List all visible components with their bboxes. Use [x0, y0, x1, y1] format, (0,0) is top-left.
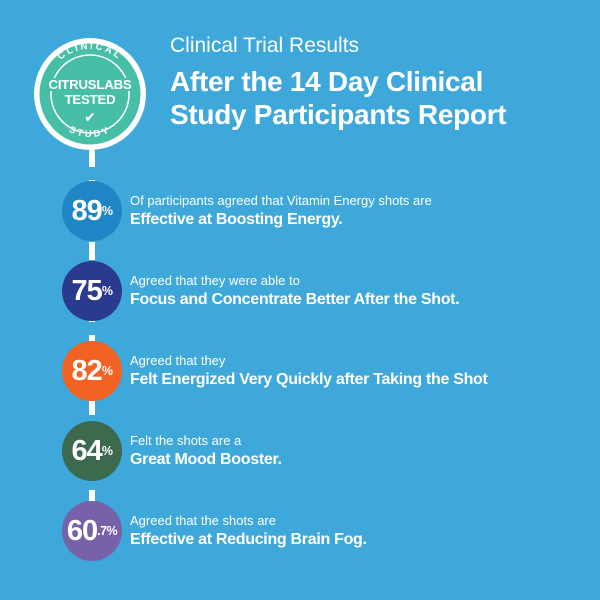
stat-row-brain-fog: 60.7% Agreed that the shots are Effectiv…: [62, 501, 367, 561]
checkmark-icon: ✔: [84, 110, 96, 126]
stat-unit: %: [101, 204, 113, 218]
stat-line2: Effective at Reducing Brain Fog.: [130, 531, 367, 548]
stat-unit: %: [101, 284, 113, 298]
eyebrow-title: Clinical Trial Results: [170, 34, 360, 57]
stat-circle: 82%: [62, 341, 122, 401]
badge-text-mask: [47, 78, 133, 91]
stat-row-energized-quickly: 82% Agreed that they Felt Energized Very…: [62, 341, 488, 401]
stat-line2: Great Mood Booster.: [130, 451, 282, 468]
stat-circle: 60.7%: [62, 501, 122, 561]
badge-inner-circle: [50, 54, 130, 134]
badge-disc: [39, 43, 141, 145]
stat-line2: Effective at Boosting Energy.: [130, 211, 343, 228]
stat-text: Agreed that the shots are Effective at R…: [130, 512, 367, 550]
stat-circle: 64%: [62, 421, 122, 481]
main-title: After the 14 Day Clinical Study Particip…: [170, 65, 507, 131]
stat-line1: Agreed that they were able to: [130, 273, 300, 288]
stat-line1: Agreed that they: [130, 353, 226, 368]
stat-value: 75: [71, 274, 103, 307]
badge-arc-bottom-label: STUDY: [67, 124, 112, 140]
badge-seal-icon: CLINICAL STUDY CITRUSLABS TESTED ✔: [34, 38, 146, 150]
title-block: Clinical Trial Results After the 14 Day …: [170, 33, 507, 131]
stat-circle: 75%: [62, 261, 122, 321]
stat-text: Agreed that they Felt Energized Very Qui…: [130, 352, 488, 390]
stat-value: 60: [66, 514, 98, 547]
stat-line1: Of participants agreed that Vitamin Ener…: [130, 193, 432, 208]
stat-line1: Agreed that the shots are: [130, 513, 276, 528]
stat-value: 64: [71, 434, 103, 467]
main-title-line2: Study Participants Report: [170, 99, 507, 130]
stat-value: 89: [71, 194, 103, 227]
stat-value: 82: [71, 354, 103, 387]
stat-circle: 89%: [62, 181, 122, 241]
stat-text: Felt the shots are a Great Mood Booster.: [130, 432, 282, 470]
stat-line2: Focus and Concentrate Better After the S…: [130, 291, 460, 308]
stat-row-boosting-energy: 89% Of participants agreed that Vitamin …: [62, 181, 432, 241]
main-title-line1: After the 14 Day Clinical: [170, 66, 484, 97]
stat-unit: .7%: [97, 524, 118, 538]
badge-tested-label: TESTED: [65, 92, 116, 107]
badge-brand-label: CITRUSLABS: [49, 77, 132, 92]
stat-unit: %: [101, 364, 113, 378]
stat-line2: Felt Energized Very Quickly after Taking…: [130, 371, 488, 388]
stat-text: Of participants agreed that Vitamin Ener…: [130, 192, 432, 230]
stat-text: Agreed that they were able to Focus and …: [130, 272, 460, 310]
stat-row-mood-booster: 64% Felt the shots are a Great Mood Boos…: [62, 421, 282, 481]
stat-unit: %: [101, 444, 113, 458]
citruslabs-badge: CLINICAL STUDY CITRUSLABS TESTED ✔: [33, 37, 147, 151]
stat-line1: Felt the shots are a: [130, 433, 242, 448]
stat-row-focus-concentrate: 75% Agreed that they were able to Focus …: [62, 261, 460, 321]
